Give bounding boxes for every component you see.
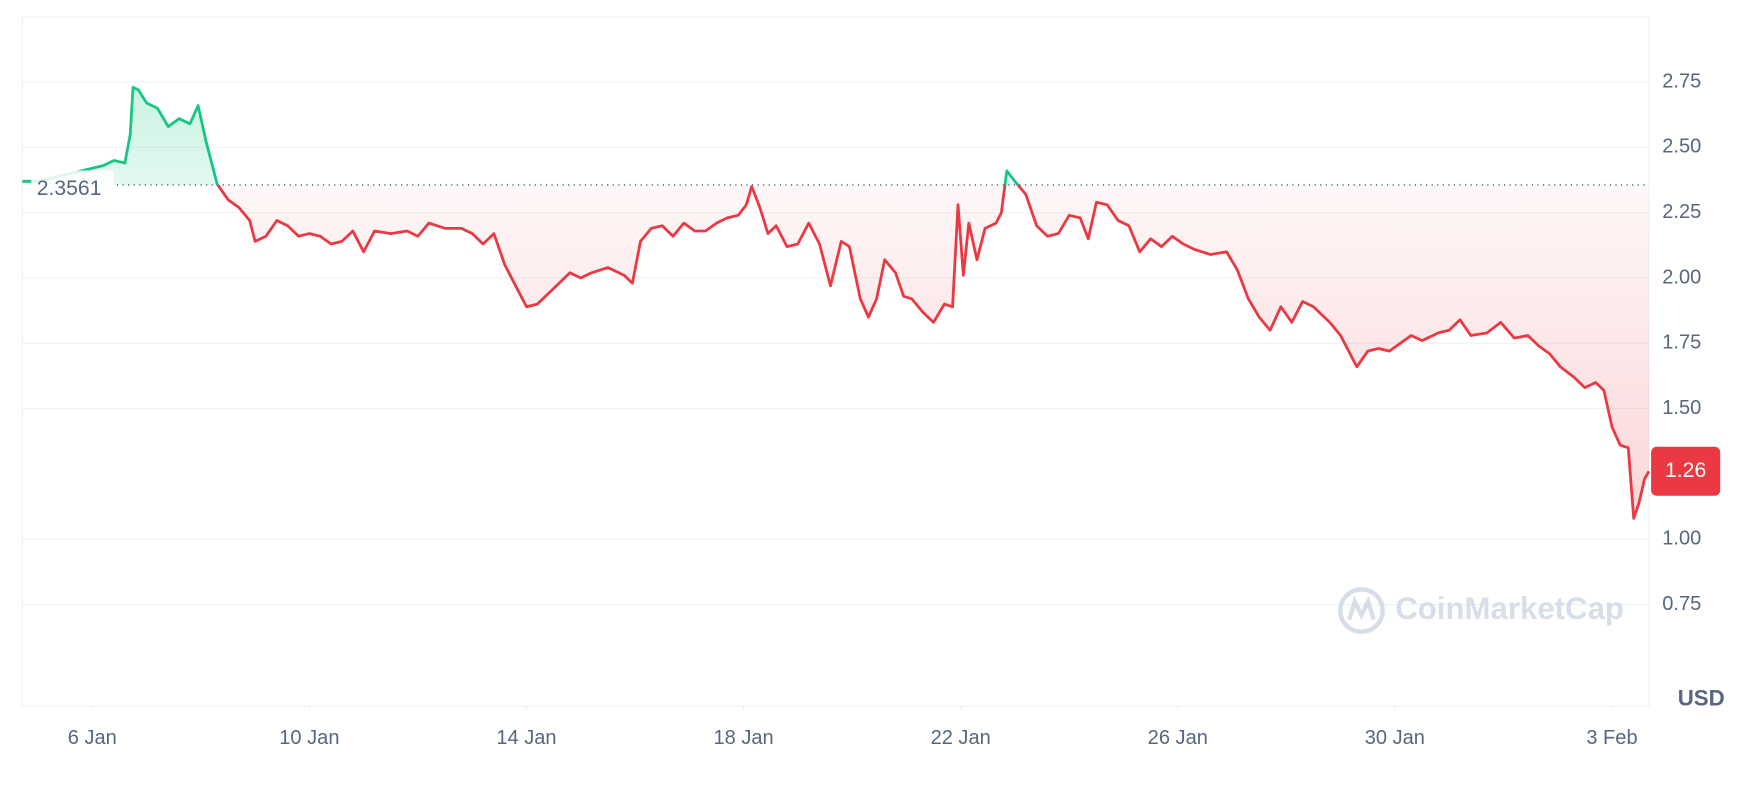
y-tick-label: 1.75 [1662, 332, 1701, 354]
x-tick-label: 14 Jan [496, 727, 556, 749]
watermark-logo [1338, 587, 1385, 634]
y-tick-label: 2.75 [1662, 70, 1701, 92]
reference-label-bg [31, 170, 114, 200]
labels: 0.75 1.00 1.50 1.75 2.00 2.25 2.50 2.75 6 Jan 10 … [31, 70, 1721, 749]
x-tick-label: 30 Jan [1365, 727, 1425, 749]
x-tick-label: 26 Jan [1148, 727, 1208, 749]
x-tick-label: 10 Jan [279, 727, 339, 749]
marks [22, 85, 1651, 520]
y-tick-label: 1.00 [1662, 528, 1701, 550]
current-price-label: 1.26 [1665, 459, 1706, 482]
y-tick-label: 1.50 [1662, 397, 1701, 419]
y-tick-label: 2.50 [1662, 136, 1701, 158]
y-tick-label: 0.75 [1662, 593, 1701, 615]
current-price-tag [1651, 446, 1721, 496]
y-tick-label: 2.25 [1662, 201, 1701, 223]
y-tick-label: 2.00 [1662, 266, 1701, 288]
x-tick-label: 3 Feb [1586, 727, 1637, 749]
x-tick-label: 18 Jan [713, 727, 773, 749]
price-line [22, 85, 1651, 520]
x-tick-label: 22 Jan [931, 727, 991, 749]
price-area [22, 87, 1649, 519]
watermark: CoinMarketCap [1395, 591, 1624, 626]
reference-label: 2.3561 [37, 177, 102, 200]
currency-label: USD [1678, 686, 1725, 711]
x-tick-label: 6 Jan [68, 727, 117, 749]
